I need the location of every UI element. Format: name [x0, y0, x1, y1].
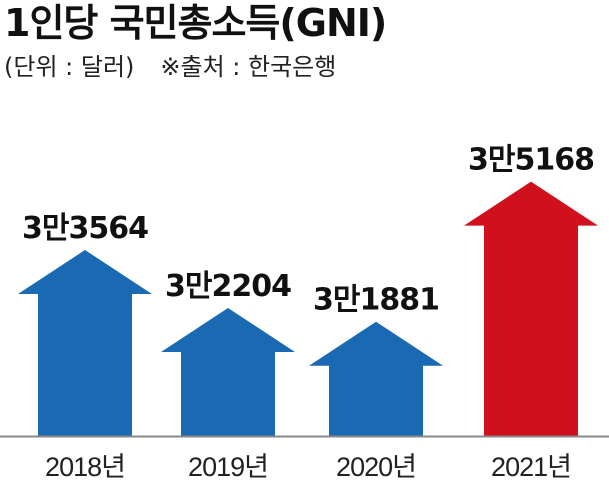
- bar-2019년: [161, 307, 295, 436]
- subtitle-row: (단위 : 달러) ※출처 : 한국은행: [4, 52, 336, 82]
- x-tick-label: 2018년: [45, 452, 125, 482]
- x-tick-label: 2019년: [188, 452, 268, 482]
- data-label-2021년: 3만5168: [468, 143, 594, 178]
- data-label-2020년: 3만1881: [313, 283, 439, 318]
- bar-2018년: [18, 249, 152, 436]
- data-label-2019년: 3만2204: [165, 269, 291, 304]
- bar-2020년: [309, 321, 443, 436]
- x-tick-label: 2021년: [491, 452, 571, 482]
- x-tick-label: 2020년: [336, 452, 416, 482]
- unit-label: (단위 : 달러): [4, 53, 135, 81]
- data-label-2018년: 3만3564: [22, 211, 148, 246]
- bar-2021년: [464, 181, 598, 436]
- chart-title: 1인당 국민총소득(GNI): [4, 1, 387, 45]
- source-label: ※출처 : 한국은행: [160, 53, 337, 81]
